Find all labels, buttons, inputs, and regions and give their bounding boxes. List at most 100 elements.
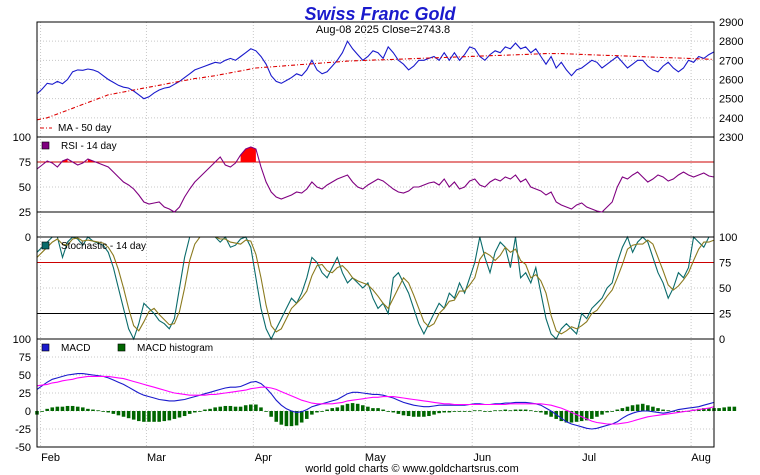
macd-histogram-bar <box>208 408 212 411</box>
macd-histogram-bar <box>315 411 319 413</box>
y-tick-label-price: 2900 <box>719 17 743 29</box>
macd-histogram-bar <box>279 411 284 425</box>
macd-histogram-bar <box>96 410 100 412</box>
macd-histogram-bar <box>142 411 146 422</box>
series-macd_signal <box>36 375 715 425</box>
macd-histogram-bar <box>40 411 44 412</box>
macd-histogram-bar <box>640 403 645 411</box>
macd-histogram-bar <box>45 408 49 411</box>
macd-histogram-bar <box>462 411 467 412</box>
macd-histogram-bar <box>406 411 411 417</box>
macd-histogram-bar <box>472 410 477 412</box>
macd-histogram-bar <box>243 405 248 411</box>
macd-histogram-bar <box>259 407 263 411</box>
macd-histogram-bar <box>442 411 446 413</box>
macd-histogram-bar <box>381 409 385 411</box>
series-lines <box>36 40 715 430</box>
macd-histogram-bar <box>416 411 421 417</box>
series-macd <box>36 373 715 430</box>
x-tick-label: Feb <box>41 452 60 464</box>
macd-histogram-bar <box>233 406 238 411</box>
macd-histogram-bar <box>249 404 253 411</box>
macd-histogram-bars <box>35 403 737 427</box>
macd-histogram-bar <box>630 405 635 411</box>
y-tick-label-macd: 25 <box>19 388 31 400</box>
macd-histogram-bar <box>676 411 681 412</box>
legends: MA - 50 day RSI - 14 day Stochastic - 14 d… <box>40 123 213 354</box>
panel-frame-rsi <box>36 136 715 238</box>
macd-histogram-bar <box>396 411 401 414</box>
macd-histogram-bar <box>371 408 375 411</box>
x-tick-label: Jul <box>582 452 596 464</box>
macd-histogram-bar <box>55 406 60 411</box>
y-tick-label-price: 2800 <box>719 36 743 48</box>
y-tick-label-rsi: 0 <box>25 232 31 244</box>
macd-histogram-bar <box>126 411 131 419</box>
macd-histogram-bar <box>717 408 721 411</box>
macd-histogram-bar <box>590 411 594 419</box>
series-price <box>36 40 715 100</box>
chart-subtitle: Aug-08 2025 Close=2743.8 <box>316 24 450 36</box>
macd-histogram-bar <box>137 411 141 422</box>
macd-histogram-bar <box>299 411 304 423</box>
macd-histogram-bar <box>625 406 630 411</box>
legend-label-macd: MACD <box>61 343 90 354</box>
panel-frames <box>36 21 715 448</box>
macd-histogram-bar <box>325 409 329 411</box>
y-tick-label-stochastic: 75 <box>719 258 731 270</box>
macd-histogram-bar <box>360 405 365 411</box>
macd-histogram-bar <box>457 411 462 412</box>
macd-histogram-bar <box>376 408 380 411</box>
legend-swatch-stoch_k <box>41 241 50 250</box>
macd-histogram-bar <box>732 406 737 411</box>
macd-histogram-bar <box>187 411 192 414</box>
macd-histogram-bar <box>483 411 487 412</box>
macd-histogram-bar <box>284 411 289 427</box>
y-tick-label-stochastic: 50 <box>719 283 731 295</box>
macd-histogram-bar <box>401 411 406 416</box>
macd-histogram-bar <box>539 411 543 413</box>
macd-histogram-bar <box>131 411 136 420</box>
macd-histogram-bar <box>600 411 604 415</box>
macd-histogram-bar <box>177 411 182 418</box>
macd-histogram-bar <box>722 407 726 411</box>
macd-histogram-bar <box>513 409 518 411</box>
y-tick-label-macd: -50 <box>15 442 31 454</box>
macd-histogram-bar <box>528 410 533 412</box>
legend-label-rsi: RSI - 14 day <box>61 141 117 152</box>
y-tick-label-price: 2300 <box>719 132 743 144</box>
macd-histogram-bar <box>101 411 105 412</box>
macd-histogram-bar <box>544 411 548 415</box>
macd-histogram-bar <box>350 403 355 411</box>
macd-histogram-bar <box>203 409 207 411</box>
macd-histogram-bar <box>340 405 345 411</box>
macd-histogram-bar <box>467 411 472 412</box>
legend-swatch-hist <box>117 343 126 352</box>
series-ma <box>36 53 715 121</box>
macd-histogram-bar <box>152 411 156 422</box>
macd-histogram-bar <box>559 411 564 422</box>
macd-histogram-bar <box>605 411 609 413</box>
macd-histogram-bar <box>167 411 172 421</box>
series-rsi <box>36 146 715 213</box>
y-tick-label-stochastic: 0 <box>719 334 725 346</box>
macd-histogram-bar <box>620 408 625 411</box>
macd-histogram-bar <box>305 411 309 419</box>
macd-histogram-bar <box>65 405 70 411</box>
macd-histogram-bar <box>656 408 660 411</box>
macd-histogram-bar <box>111 411 116 414</box>
rsi-overbought-fill <box>240 147 256 162</box>
legend-swatch-rsi <box>41 141 50 150</box>
legend-label-ma: MA - 50 day <box>58 123 111 134</box>
macd-histogram-bar <box>452 411 457 412</box>
y-tick-label-macd: 0 <box>25 406 31 418</box>
y-tick-label-macd: 50 <box>19 370 31 382</box>
macd-histogram-bar <box>727 406 732 411</box>
macd-histogram-bar <box>569 411 574 423</box>
macd-histogram-bar <box>223 405 228 411</box>
macd-histogram-bar <box>498 410 502 412</box>
macd-histogram-bar <box>437 411 441 414</box>
macd-histogram-bar <box>584 411 589 421</box>
y-tick-label-macd: -25 <box>15 424 31 436</box>
macd-histogram-bar <box>579 411 584 422</box>
